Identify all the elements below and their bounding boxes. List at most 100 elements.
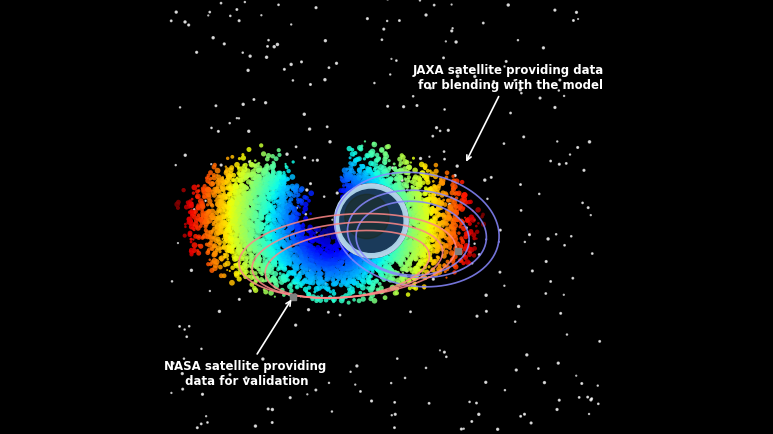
Point	[321, 282, 333, 289]
Point	[351, 253, 363, 260]
Point	[364, 250, 376, 256]
Point	[249, 180, 261, 187]
Point	[350, 191, 363, 198]
Point	[348, 297, 360, 304]
Point	[335, 174, 348, 181]
Point	[375, 189, 387, 196]
Point	[352, 258, 364, 265]
Point	[390, 220, 403, 227]
Point	[256, 191, 268, 198]
Point	[273, 256, 285, 263]
Point	[391, 254, 404, 261]
Point	[226, 217, 238, 224]
Point	[237, 248, 249, 255]
Point	[410, 185, 423, 192]
Point	[494, 227, 506, 234]
Point	[448, 217, 460, 224]
Point	[387, 241, 400, 248]
Point	[238, 183, 250, 190]
Point	[402, 170, 414, 177]
Point	[349, 261, 361, 268]
Point	[301, 239, 313, 246]
Point	[402, 254, 414, 261]
Point	[414, 225, 426, 232]
Point	[259, 226, 271, 233]
Point	[404, 227, 417, 234]
Point	[295, 187, 307, 194]
Point	[290, 255, 302, 262]
Point	[299, 251, 312, 258]
Point	[365, 262, 377, 269]
Point	[385, 56, 397, 63]
Point	[389, 167, 401, 174]
Point	[250, 189, 262, 196]
Point	[295, 256, 308, 263]
Point	[315, 297, 327, 304]
Point	[237, 226, 249, 233]
Point	[227, 172, 240, 179]
Point	[388, 253, 400, 260]
Point	[425, 228, 438, 235]
Point	[353, 259, 366, 266]
Point	[261, 252, 274, 259]
Point	[273, 174, 285, 181]
Point	[396, 240, 408, 247]
Point	[192, 195, 205, 202]
Point	[283, 220, 295, 227]
Point	[369, 250, 382, 257]
Point	[399, 197, 411, 204]
Point	[235, 203, 247, 210]
Point	[400, 245, 413, 252]
Point	[278, 257, 290, 264]
Point	[258, 195, 271, 202]
Point	[230, 226, 243, 233]
Point	[304, 252, 316, 259]
Point	[414, 205, 427, 212]
Point	[395, 191, 407, 198]
Point	[362, 205, 374, 212]
Point	[391, 198, 404, 205]
Point	[315, 255, 327, 262]
Point	[298, 247, 311, 254]
Point	[370, 181, 383, 188]
Point	[331, 251, 343, 258]
Point	[279, 195, 291, 202]
Point	[353, 229, 366, 236]
Point	[339, 172, 352, 179]
Point	[356, 143, 368, 150]
Point	[230, 228, 243, 235]
Point	[418, 191, 431, 198]
Point	[348, 225, 360, 232]
Point	[421, 231, 433, 238]
Point	[443, 237, 455, 243]
Point	[447, 256, 459, 263]
Point	[387, 237, 400, 243]
Point	[386, 197, 399, 204]
Point	[264, 276, 277, 283]
Point	[268, 181, 281, 187]
Point	[337, 194, 349, 201]
Point	[385, 200, 397, 207]
Point	[245, 233, 257, 240]
Point	[235, 223, 247, 230]
Point	[430, 227, 442, 234]
Point	[195, 421, 207, 427]
Point	[392, 195, 404, 202]
Point	[323, 65, 335, 72]
Point	[410, 266, 422, 273]
Point	[455, 257, 468, 264]
Point	[250, 190, 262, 197]
Point	[198, 187, 210, 194]
Point	[445, 197, 458, 204]
Point	[212, 193, 224, 200]
Point	[421, 228, 433, 235]
Point	[418, 220, 431, 227]
Point	[278, 249, 290, 256]
Point	[211, 247, 223, 254]
Point	[261, 195, 273, 202]
Point	[363, 260, 376, 267]
Point	[204, 229, 216, 236]
Point	[275, 234, 288, 241]
Point	[480, 292, 492, 299]
Point	[405, 244, 417, 251]
